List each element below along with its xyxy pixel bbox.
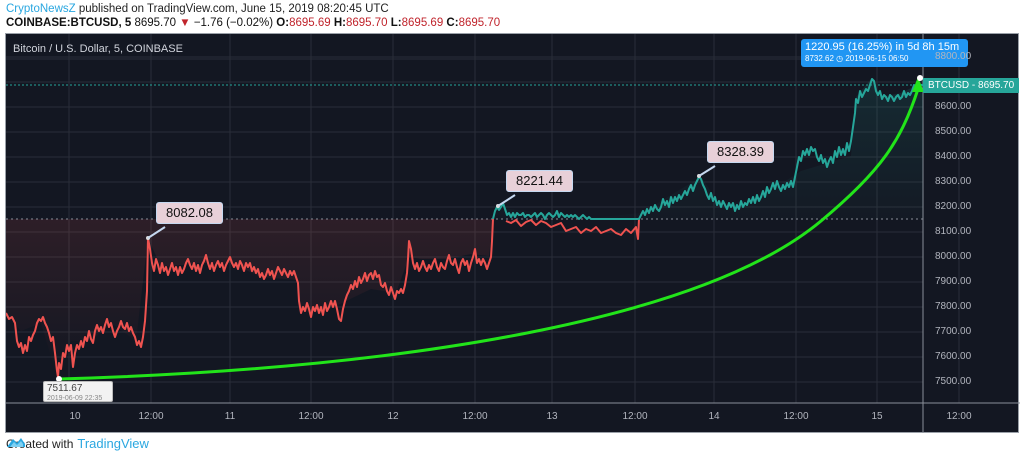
last-price-tag: BTCUSD - 8695.70 [923, 78, 1019, 93]
open-value: 8695.69 [289, 17, 331, 29]
price-line-down [6, 218, 494, 378]
y-tick: 8000.00 [935, 251, 972, 262]
x-axis[interactable]: 10 12:00 11 12:00 12 12:00 13 12:00 14 1… [6, 403, 1018, 433]
price-chart[interactable] [6, 34, 1020, 434]
price-change: −1.76 (−0.02%) [193, 17, 274, 29]
measure-line1: 1220.95 (16.25%) in 5d 8h 15m [805, 41, 960, 53]
chart-panel[interactable]: Bitcoin / U.S. Dollar, 5, COINBASE 8082.… [5, 33, 1020, 434]
publish-info: CryptoNewsZ published on TradingView.com… [6, 3, 389, 15]
y-tick: 7900.00 [935, 276, 972, 287]
arrow-head-icon [912, 77, 924, 92]
y-axis[interactable]: 8800.00 8600.00 8500.00 8400.00 8300.00 … [923, 34, 1019, 403]
tradingview-logo-icon [7, 438, 25, 447]
x-tick: 12:00 [462, 411, 488, 422]
x-tick: 13 [546, 411, 558, 422]
y-tick: 8300.00 [935, 176, 972, 187]
footer: Created with TradingView [6, 436, 149, 451]
price-line-up [492, 78, 923, 220]
low-label: L: [390, 17, 402, 29]
high-label: H: [333, 17, 346, 29]
callout-high-2: 8221.44 [506, 170, 573, 192]
x-tick: 10 [69, 411, 81, 422]
open-label: O: [276, 17, 290, 29]
x-tick: 12:00 [298, 411, 324, 422]
measure-tooltip: 1220.95 (16.25%) in 5d 8h 15m 8732.62 ◷ … [801, 39, 968, 67]
publisher-link[interactable]: CryptoNewsZ [6, 3, 76, 15]
x-tick: 15 [871, 411, 883, 422]
trend-arrow [58, 88, 920, 381]
x-tick: 12:00 [138, 411, 164, 422]
tradingview-link[interactable]: TradingView [77, 436, 149, 451]
low-date: 2019-06-09 22:35 [47, 395, 103, 402]
callout-high-1: 8082.08 [156, 202, 223, 224]
y-tick: 8600.00 [935, 101, 972, 112]
close-label: C: [446, 17, 459, 29]
x-tick: 11 [224, 411, 236, 422]
close-value: 8695.70 [458, 17, 501, 29]
x-tick: 12 [387, 411, 399, 422]
measure-line2: 8732.62 ◷ 2019-06-15 06:50 [805, 54, 909, 63]
price-tag-symbol: BTCUSD [928, 80, 970, 91]
low-value: 7511.67 [47, 383, 83, 394]
price-tag-value: 8695.70 [978, 80, 1015, 91]
y-tick: 8500.00 [935, 126, 972, 137]
x-tick: 14 [708, 411, 720, 422]
y-tick: 7800.00 [935, 301, 972, 312]
low-tooltip: 7511.67 2019-06-09 22:35 [43, 381, 113, 402]
x-tick: 12:00 [622, 411, 648, 422]
symbol: COINBASE:BTCUSD, 5 [6, 17, 132, 29]
published-text: published on TradingView.com, June 15, 2… [75, 3, 389, 15]
x-tick: 12:00 [783, 411, 809, 422]
high-value: 8695.70 [346, 17, 388, 29]
y-tick: 7600.00 [935, 351, 972, 362]
y-tick: 8200.00 [935, 201, 972, 212]
low-value: 8695.69 [401, 17, 444, 29]
y-tick: 7700.00 [935, 326, 972, 337]
down-triangle-icon: ▼ [179, 17, 191, 29]
callout-high-3: 8328.39 [707, 141, 774, 163]
y-tick: 8800.00 [935, 51, 972, 62]
last-price: 8695.70 [134, 17, 177, 29]
price-line-down-2 [505, 218, 640, 240]
y-tick: 8100.00 [935, 226, 972, 237]
x-tick: 12:00 [946, 411, 972, 422]
chart-title: Bitcoin / U.S. Dollar, 5, COINBASE [13, 43, 183, 55]
y-tick: 8400.00 [935, 151, 972, 162]
symbol-info: COINBASE:BTCUSD, 5 8695.70 ▼ −1.76 (−0.0… [6, 17, 500, 29]
y-tick: 7500.00 [935, 376, 972, 387]
